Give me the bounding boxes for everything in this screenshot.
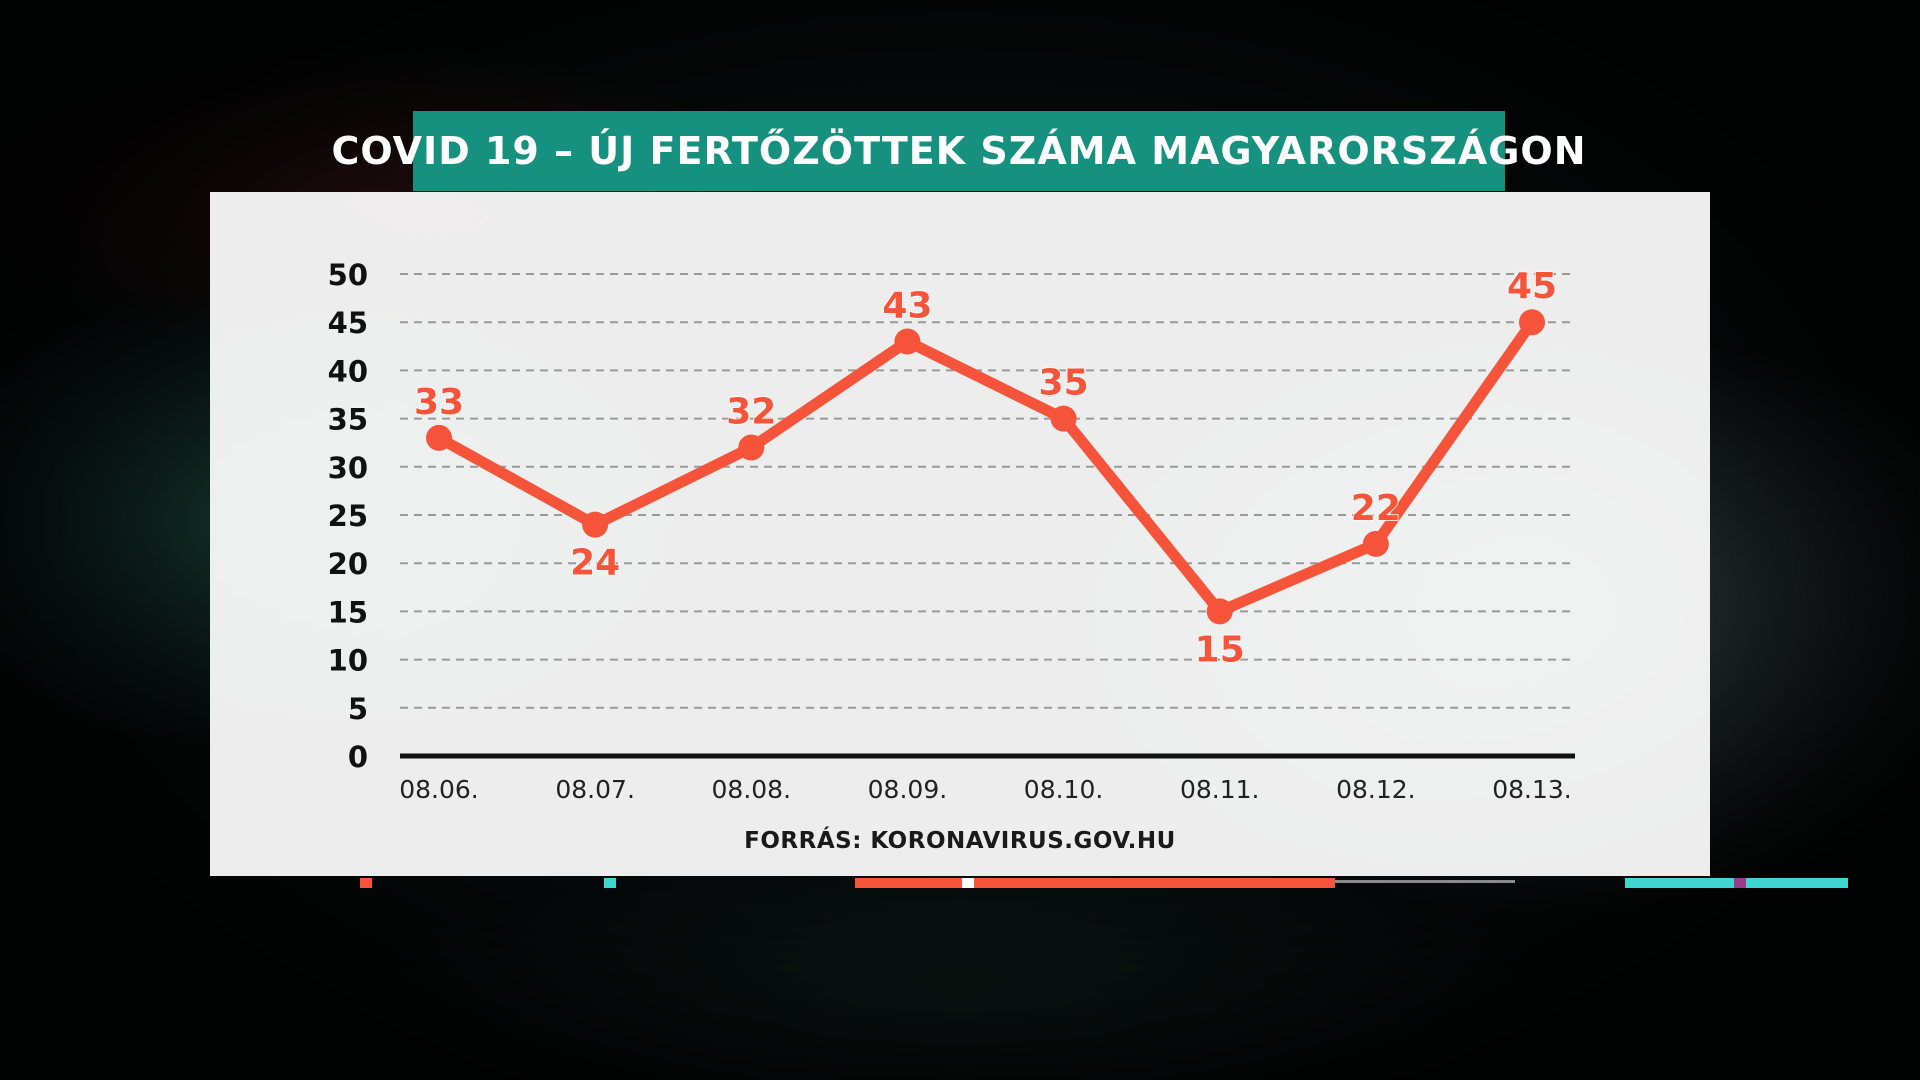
data-label: 33	[414, 382, 464, 423]
data-label: 15	[1195, 629, 1245, 670]
data-labels: 33 24 32 43 35 15 22 45	[413, 265, 1558, 671]
y-tick-label: 45	[328, 306, 368, 340]
y-tick-label: 5	[348, 692, 368, 726]
data-point	[426, 424, 452, 451]
deco-strip-purple	[1734, 878, 1746, 888]
data-label: 24	[570, 543, 620, 584]
x-tick-label: 08.10.	[1024, 775, 1104, 804]
y-axis-ticks: 0 5 10 15 20 25 30 35 40 45 50	[328, 258, 368, 774]
y-tick-label: 15	[328, 595, 368, 629]
x-tick-label: 08.11.	[1180, 775, 1260, 804]
chart-panel	[210, 192, 1710, 876]
series	[426, 309, 1545, 625]
data-point	[738, 434, 765, 461]
source-caption: FORRÁS: KORONAVIRUS.GOV.HU	[744, 828, 1176, 854]
y-tick-label: 35	[328, 403, 368, 437]
y-tick-label: 10	[328, 644, 368, 678]
data-point	[894, 328, 921, 355]
deco-strip-red-small	[360, 878, 372, 888]
x-tick-label: 08.09.	[868, 775, 948, 804]
y-tick-label: 20	[328, 547, 368, 581]
chart-title: COVID 19 – ÚJ FERTŐZÖTTEK SZÁMA MAGYAROR…	[331, 129, 1587, 173]
data-label: 43	[882, 285, 932, 326]
y-tick-label: 25	[328, 499, 368, 533]
y-tick-label: 30	[328, 451, 368, 485]
data-label: 32	[726, 392, 776, 433]
y-tick-label: 0	[348, 740, 368, 774]
data-label: 45	[1507, 266, 1557, 307]
x-tick-label: 08.06.	[399, 775, 479, 804]
x-tick-label: 08.08.	[712, 775, 792, 804]
x-tick-label: 08.13.	[1492, 775, 1572, 804]
y-tick-label: 40	[328, 354, 368, 388]
title-bar: COVID 19 – ÚJ FERTŐZÖTTEK SZÁMA MAGYAROR…	[331, 111, 1586, 191]
x-tick-label: 08.07.	[555, 775, 635, 804]
x-axis-ticks: 08.06. 08.07. 08.08. 08.09. 08.10. 08.11. 08.1…	[399, 775, 1572, 804]
data-point	[1206, 598, 1233, 625]
data-point	[1050, 405, 1077, 432]
series-line	[433, 316, 1538, 617]
data-label: 35	[1039, 363, 1089, 404]
deco-strip-grey	[1335, 880, 1515, 883]
deco-strip-teal-small	[604, 878, 616, 888]
data-point	[582, 511, 609, 538]
data-label: 22	[1351, 488, 1401, 529]
y-tick-label: 50	[328, 258, 368, 292]
deco-strip-white	[962, 878, 974, 888]
deco-strip-red-long	[855, 878, 1335, 888]
data-point	[1519, 309, 1545, 336]
data-point	[1362, 530, 1389, 557]
x-tick-label: 08.12.	[1336, 775, 1416, 804]
